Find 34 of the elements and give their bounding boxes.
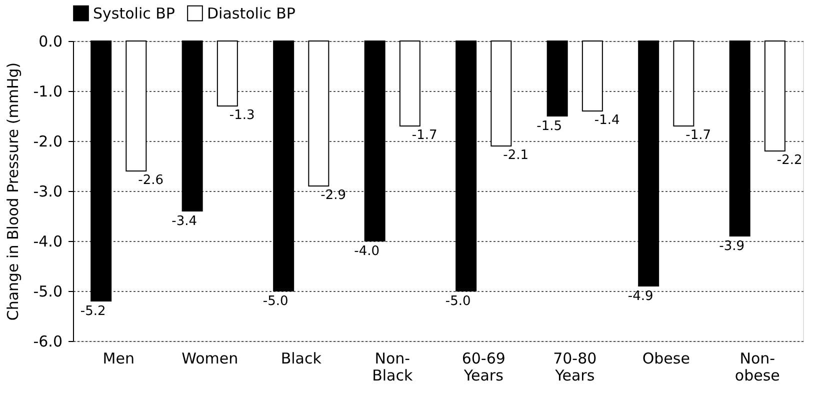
x-tick-label: Obese bbox=[642, 350, 690, 368]
legend-label: Diastolic BP bbox=[207, 4, 296, 22]
data-label: -2.1 bbox=[503, 148, 529, 163]
data-label: -1.3 bbox=[229, 108, 255, 123]
data-label: -2.9 bbox=[320, 188, 346, 203]
data-label: -4.0 bbox=[354, 244, 380, 259]
data-label: -5.2 bbox=[80, 304, 106, 319]
data-label: -1.5 bbox=[536, 119, 562, 134]
data-label: -1.7 bbox=[412, 128, 438, 143]
x-tick-label: Non- obese bbox=[734, 350, 780, 384]
data-label: -2.6 bbox=[138, 173, 164, 188]
data-label: -5.0 bbox=[262, 294, 288, 309]
y-tick-label: -6.0 bbox=[33, 332, 62, 350]
y-tick-label: -1.0 bbox=[33, 82, 62, 100]
data-label: -1.4 bbox=[594, 113, 620, 128]
data-label: -2.2 bbox=[776, 153, 802, 168]
y-tick-label: -3.0 bbox=[33, 182, 62, 200]
data-label: -5.0 bbox=[445, 294, 471, 309]
data-label: -1.7 bbox=[686, 128, 712, 143]
data-label: -3.9 bbox=[719, 239, 745, 254]
y-axis-title: Change in Blood Pressure (mmHg) bbox=[4, 62, 22, 321]
x-tick-label: Men bbox=[102, 350, 134, 368]
x-tick-label: 70-80 Years bbox=[553, 350, 597, 384]
data-label: -3.4 bbox=[172, 214, 198, 229]
y-tick-label: -5.0 bbox=[33, 282, 62, 300]
y-tick-label: 0.0 bbox=[38, 32, 62, 50]
x-tick-label: 60-69 Years bbox=[462, 350, 506, 384]
y-tick-label: -2.0 bbox=[33, 132, 62, 150]
data-label: -4.9 bbox=[628, 289, 654, 304]
x-tick-label: Black bbox=[280, 350, 322, 368]
legend-label: Systolic BP bbox=[93, 4, 175, 22]
x-tick-label: Non- Black bbox=[372, 350, 413, 384]
y-tick-label: -4.0 bbox=[33, 232, 62, 250]
x-tick-label: Women bbox=[182, 350, 238, 368]
